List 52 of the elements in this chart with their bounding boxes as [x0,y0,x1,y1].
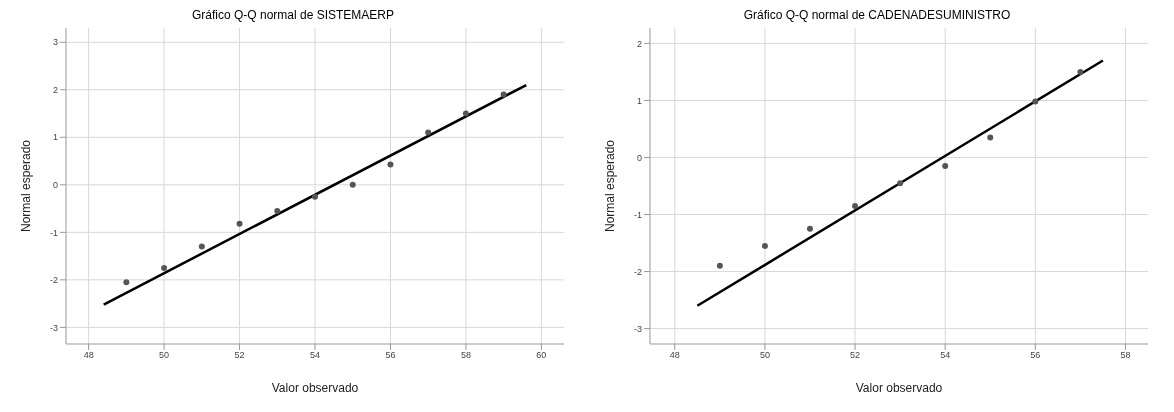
y-tick-label: 2 [52,84,58,95]
x-tick-label: 56 [385,350,396,361]
point [761,242,768,249]
x-axis-title: Valor observado [855,381,943,395]
y-tick-label: 1 [636,95,642,106]
x-tick-label: 52 [850,350,861,361]
point [312,193,318,200]
x-tick-label: 48 [669,350,680,361]
point [500,91,507,98]
x-tick-label: 50 [159,350,170,361]
point [1077,68,1084,75]
x-tick-label: 58 [1120,350,1131,361]
y-axis-title: Normal esperado [19,139,34,233]
point [716,262,723,269]
point [897,180,904,187]
point [852,202,859,209]
x-tick-label: 60 [536,350,547,361]
x-tick-label: 58 [460,350,471,361]
point [123,279,130,286]
point [987,134,994,141]
chart-title: Gráfico Q-Q normal de SISTEMAERP [190,8,396,24]
point [387,161,394,168]
x-tick-label: 56 [1030,350,1041,361]
point [161,264,168,271]
y-axis-title: Normal esperado [603,139,618,233]
x-tick-label: 48 [83,350,94,361]
y-tick-label: -3 [49,322,58,333]
point [349,181,356,188]
y-tick-label: 1 [52,132,58,143]
y-tick-label: -2 [49,275,58,286]
point [1032,98,1039,105]
y-tick-label: -2 [633,266,642,277]
x-tick-label: 50 [759,350,770,361]
y-tick-label: -1 [49,227,58,238]
y-tick-label: 2 [636,38,642,49]
point [942,163,949,170]
x-tick-label: 54 [309,350,321,361]
point [425,129,432,136]
y-tick-label: -3 [633,323,642,334]
y-tick-label: 0 [636,152,642,163]
x-axis-title: Valor observado [271,381,359,395]
y-tick-label: 3 [52,37,58,48]
y-tick-label: 0 [52,180,58,191]
point [236,220,243,227]
chart-title: Gráfico Q-Q normal de CADENADESUMINISTRO [742,8,1012,24]
x-tick-label: 54 [940,350,951,361]
point [274,207,281,214]
point [806,225,813,232]
point [198,243,205,250]
x-tick-label: 52 [234,350,245,361]
point [462,110,469,117]
y-tick-label: -1 [633,209,642,220]
